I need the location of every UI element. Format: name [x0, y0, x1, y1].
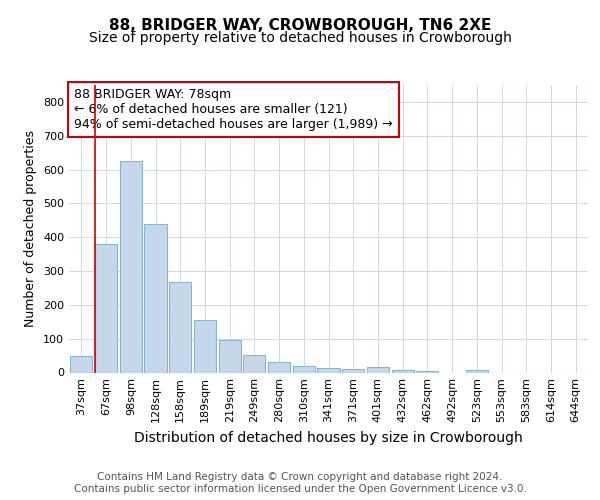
- Text: 88, BRIDGER WAY, CROWBOROUGH, TN6 2XE: 88, BRIDGER WAY, CROWBOROUGH, TN6 2XE: [109, 18, 491, 32]
- Bar: [416, 371, 439, 372]
- Y-axis label: Number of detached properties: Number of detached properties: [25, 130, 37, 327]
- Bar: [218, 340, 241, 372]
- Bar: [145, 224, 167, 372]
- Bar: [70, 356, 92, 372]
- Bar: [95, 244, 117, 372]
- Bar: [293, 366, 315, 372]
- Bar: [268, 362, 290, 372]
- Bar: [169, 282, 191, 372]
- Bar: [119, 161, 142, 372]
- Bar: [342, 369, 364, 372]
- X-axis label: Distribution of detached houses by size in Crowborough: Distribution of detached houses by size …: [134, 431, 523, 445]
- Bar: [317, 368, 340, 372]
- Bar: [392, 370, 414, 372]
- Text: Size of property relative to detached houses in Crowborough: Size of property relative to detached ho…: [89, 31, 511, 45]
- Text: Contains HM Land Registry data © Crown copyright and database right 2024.
Contai: Contains HM Land Registry data © Crown c…: [74, 472, 526, 494]
- Text: 88 BRIDGER WAY: 78sqm
← 6% of detached houses are smaller (121)
94% of semi-deta: 88 BRIDGER WAY: 78sqm ← 6% of detached h…: [74, 88, 393, 131]
- Bar: [194, 320, 216, 372]
- Bar: [243, 355, 265, 372]
- Bar: [367, 368, 389, 372]
- Bar: [466, 370, 488, 372]
